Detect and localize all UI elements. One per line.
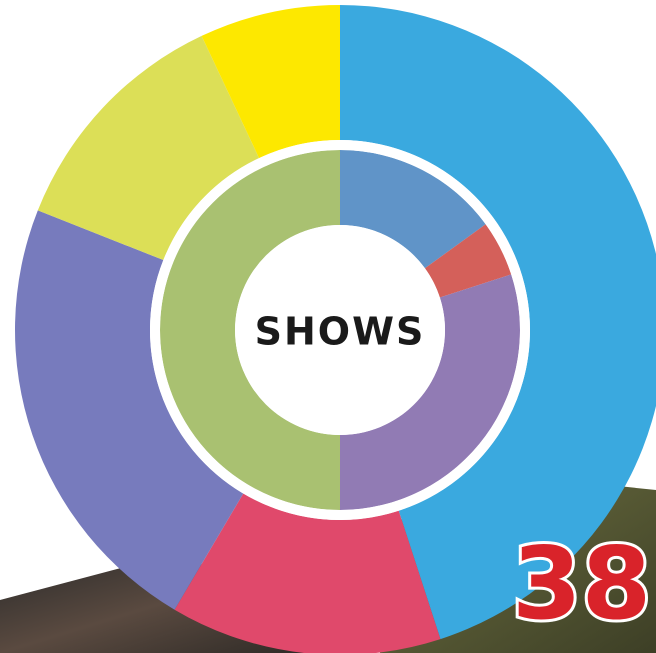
center-label: SHOWS	[255, 310, 426, 354]
annotation: 38	[512, 525, 651, 642]
page: SHOWS 38	[0, 0, 656, 653]
